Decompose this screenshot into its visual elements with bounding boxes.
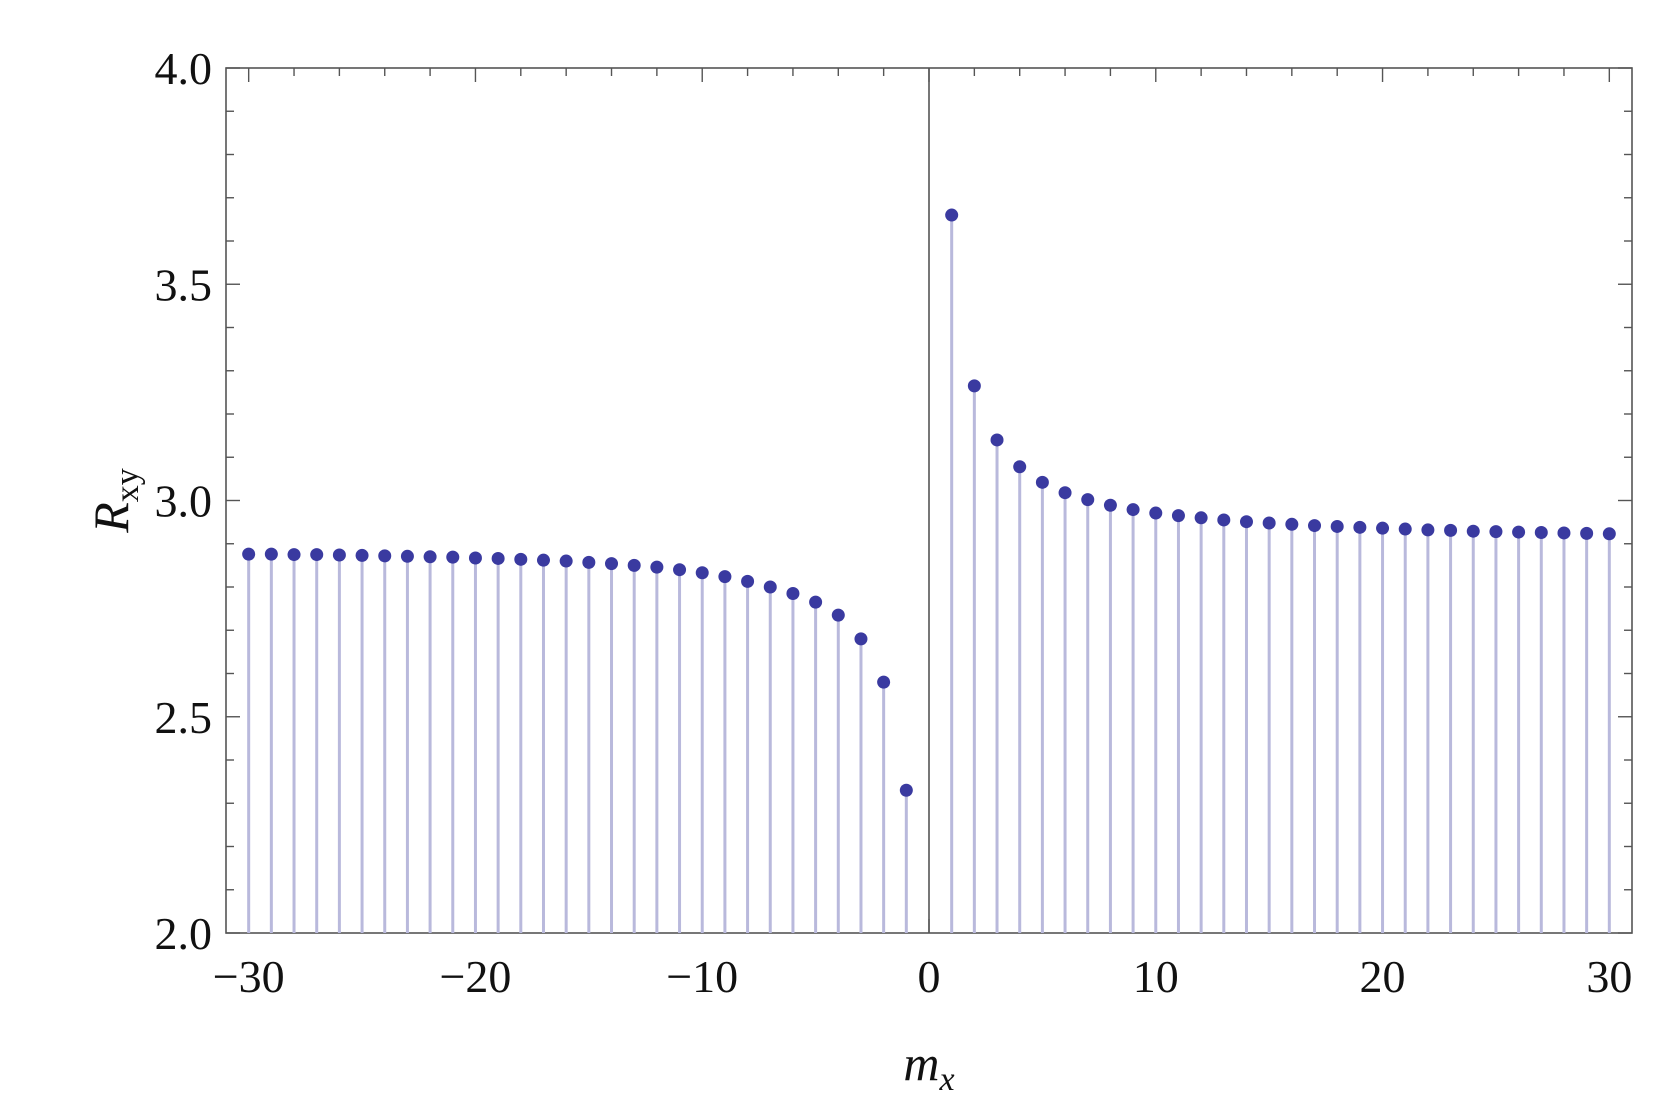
data-point	[1171, 509, 1185, 523]
x-axis-title: mx	[903, 1035, 954, 1098]
data-point	[1308, 519, 1322, 533]
data-point	[242, 547, 256, 561]
data-point	[332, 548, 346, 562]
data-point	[1489, 525, 1503, 539]
data-point	[673, 563, 687, 577]
y-tick-labels: 2.0 2.5 3.0 3.5 4.0	[155, 43, 213, 959]
y-tick-label: 2.5	[155, 692, 213, 743]
data-point	[1557, 526, 1571, 540]
data-point	[1285, 517, 1299, 531]
x-tick-label: −30	[213, 951, 285, 1002]
data-point	[1398, 522, 1412, 536]
x-axis-title-main: m	[903, 1035, 939, 1091]
y-tick-label: 3.5	[155, 259, 213, 310]
data-point	[1126, 503, 1140, 517]
y-axis-title-sub: xy	[109, 468, 146, 502]
stems	[247, 215, 1611, 933]
data-point	[763, 580, 777, 594]
data-point	[695, 566, 709, 580]
data-point	[1081, 493, 1095, 507]
data-point	[1013, 460, 1027, 474]
data-point	[355, 548, 369, 562]
data-point	[1376, 521, 1390, 535]
data-point	[400, 549, 414, 563]
x-tick-label: 0	[918, 951, 941, 1002]
data-point	[605, 557, 619, 571]
data-point	[1035, 475, 1049, 489]
x-tick-label: 20	[1360, 951, 1406, 1002]
data-point	[1262, 516, 1276, 530]
data-point	[1421, 523, 1435, 537]
data-point	[899, 783, 913, 797]
x-tick-label: 30	[1586, 951, 1632, 1002]
data-point	[1058, 486, 1072, 500]
y-tick-label: 3.0	[155, 476, 213, 527]
data-point	[446, 550, 460, 564]
data-point	[741, 574, 755, 588]
y-axis-title: Rxy	[83, 468, 146, 534]
data-point	[1103, 498, 1117, 512]
data-point	[536, 553, 550, 567]
data-point	[1512, 525, 1526, 539]
x-axis-title-sub: x	[939, 1061, 955, 1098]
data-point	[1466, 524, 1480, 538]
data-points	[242, 208, 1616, 797]
y-tick-label: 4.0	[155, 43, 213, 94]
data-point	[1602, 527, 1616, 541]
data-point	[423, 550, 437, 564]
data-point	[650, 560, 664, 574]
data-point	[786, 586, 800, 600]
data-point	[1330, 519, 1344, 533]
data-point	[559, 554, 573, 568]
data-point	[1353, 520, 1367, 534]
data-point	[468, 551, 482, 565]
data-point	[1239, 515, 1253, 529]
x-tick-label: −10	[666, 951, 738, 1002]
data-point	[1194, 511, 1208, 525]
data-point	[945, 208, 959, 222]
x-tick-labels: −30 −20 −10 0 10 20 30	[213, 951, 1633, 1002]
data-point	[854, 632, 868, 646]
y-axis-title-main: R	[83, 502, 139, 534]
data-point	[1580, 526, 1594, 540]
y-tick-label: 2.0	[155, 908, 213, 959]
data-point	[877, 675, 891, 689]
data-point	[514, 552, 528, 566]
data-point	[1217, 513, 1231, 527]
data-point	[491, 551, 505, 565]
data-point	[582, 555, 596, 569]
data-point	[990, 433, 1004, 447]
x-tick-label: 10	[1133, 951, 1179, 1002]
data-point	[1534, 526, 1548, 540]
data-point	[1444, 523, 1458, 537]
data-point	[378, 549, 392, 563]
data-point	[264, 547, 278, 561]
x-tick-label: −20	[439, 951, 511, 1002]
data-point	[287, 548, 301, 562]
data-point	[627, 558, 641, 572]
data-point	[967, 379, 981, 393]
data-point	[310, 548, 324, 562]
data-point	[831, 608, 845, 622]
data-point	[1149, 506, 1163, 520]
data-point	[718, 570, 732, 584]
data-point	[809, 595, 823, 609]
